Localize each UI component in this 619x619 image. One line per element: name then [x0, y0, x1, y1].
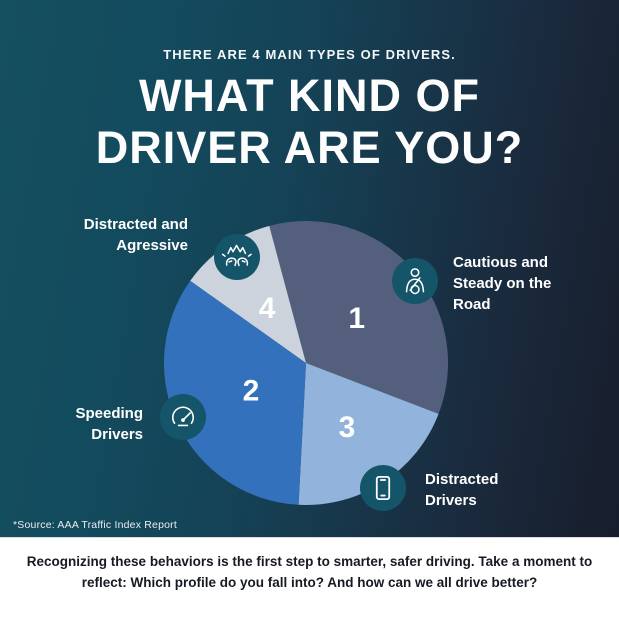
label-line: Distracted: [425, 471, 499, 488]
label-speeding-drivers: Speeding Drivers: [75, 403, 143, 445]
label-line: Cautious and: [453, 254, 549, 271]
source-note: *Source: AAA Traffic Index Report: [13, 519, 177, 531]
label-line: Drivers: [425, 492, 477, 509]
pie-slice-number-4: 4: [259, 292, 276, 325]
pie-slice-number-1: 1: [348, 302, 365, 335]
kicker-text: THERE ARE 4 MAIN TYPES OF DRIVERS.: [163, 47, 456, 62]
pie-slice-2: [164, 280, 306, 505]
label-line: Road: [453, 296, 491, 313]
label-cautious-steady: Cautious and Steady on the Road: [453, 252, 551, 315]
title-line-1: WHAT KIND OF: [138, 70, 481, 121]
label-line: Drivers: [91, 426, 143, 443]
label-distracted-aggressive: Distracted and Agressive: [84, 214, 188, 256]
page-title: WHAT KIND OF DRIVER ARE YOU?: [0, 70, 619, 174]
road-rage-badge: [214, 234, 260, 280]
footer-text: Recognizing these behaviors is the first…: [0, 551, 619, 593]
seatbelt-driver-icon: [405, 268, 425, 295]
speeding-badge: [160, 394, 206, 440]
label-line: Agressive: [116, 237, 188, 254]
footer-line-1: Recognizing these behaviors is the first…: [26, 554, 593, 569]
distracted-badge: [360, 465, 406, 511]
cautious-badge: [392, 258, 438, 304]
label-distracted-drivers: Distracted Drivers: [425, 469, 498, 511]
pie-slice-3: [298, 363, 439, 505]
speedometer-icon: [172, 406, 194, 427]
footer-line-2: reflect: Which profile do you fall into?…: [81, 575, 538, 590]
label-line: Speeding: [75, 405, 143, 422]
footer-strip: Recognizing these behaviors is the first…: [0, 537, 619, 619]
smartphone-icon: [375, 476, 391, 500]
road-rage-collision-icon: [221, 244, 252, 267]
label-line: Distracted and: [83, 216, 188, 233]
pie-slice-number-3: 3: [339, 411, 356, 444]
title-line-2: DRIVER ARE YOU?: [95, 122, 524, 173]
label-line: Steady on the: [453, 275, 552, 292]
pie-slice-number-2: 2: [243, 374, 260, 407]
